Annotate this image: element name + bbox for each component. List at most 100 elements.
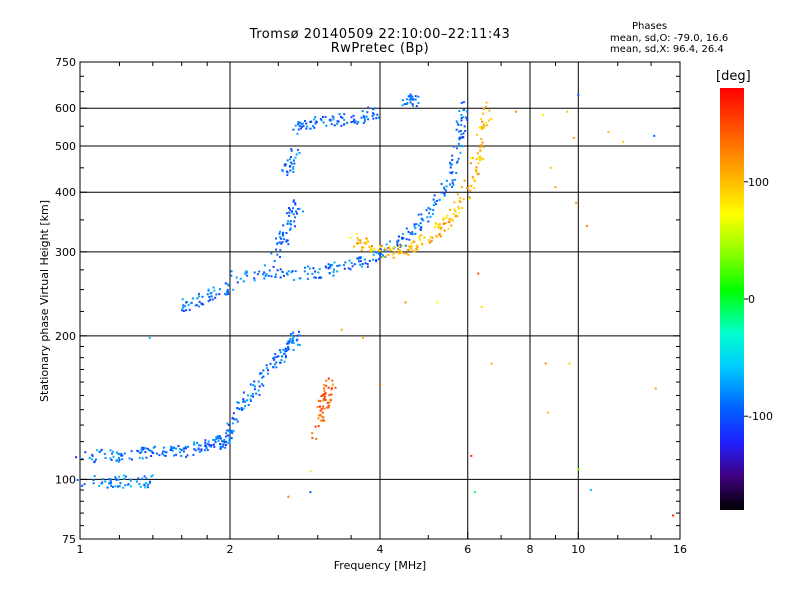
data-point xyxy=(476,133,478,136)
y-tick-label: 75 xyxy=(62,533,76,546)
data-point xyxy=(433,194,436,197)
data-point xyxy=(449,208,451,211)
data-point xyxy=(442,223,445,225)
data-point xyxy=(453,201,456,204)
data-point xyxy=(93,461,96,464)
data-point xyxy=(232,430,235,432)
data-point xyxy=(162,446,165,449)
x-tick-label: 1 xyxy=(77,543,84,556)
data-point xyxy=(276,253,279,256)
data-point xyxy=(185,301,187,304)
data-point xyxy=(311,432,314,435)
data-point xyxy=(484,122,487,124)
data-point xyxy=(225,435,227,438)
data-point xyxy=(197,448,200,451)
data-point xyxy=(411,103,414,106)
data-point xyxy=(371,245,373,247)
data-point xyxy=(442,218,445,221)
y-tick-label: 100 xyxy=(55,473,76,486)
data-point xyxy=(138,456,141,459)
data-point xyxy=(252,395,255,398)
data-points xyxy=(75,93,675,517)
data-point xyxy=(148,482,151,485)
data-point xyxy=(357,257,360,260)
data-point xyxy=(419,229,422,231)
data-point xyxy=(347,267,350,270)
data-point xyxy=(329,266,332,269)
data-point xyxy=(379,254,381,257)
data-point xyxy=(279,230,281,233)
data-point xyxy=(275,237,277,240)
data-point xyxy=(331,383,334,386)
data-point xyxy=(140,448,143,451)
data-point xyxy=(88,456,91,459)
data-point xyxy=(200,449,203,452)
data-point xyxy=(352,114,355,117)
y-tick-label: 500 xyxy=(55,140,76,153)
data-point xyxy=(413,225,416,228)
data-point xyxy=(281,241,284,244)
data-point xyxy=(155,452,158,455)
data-point xyxy=(296,334,299,337)
data-point xyxy=(455,128,458,131)
data-point xyxy=(322,121,325,124)
data-point xyxy=(292,200,295,203)
data-point xyxy=(349,236,352,239)
data-point xyxy=(236,281,239,284)
data-point xyxy=(298,334,301,337)
data-point xyxy=(272,366,275,369)
data-point xyxy=(362,122,365,124)
data-point xyxy=(290,223,292,226)
data-point xyxy=(351,265,354,268)
data-point xyxy=(542,114,545,117)
data-point xyxy=(170,445,173,448)
data-point xyxy=(325,124,328,127)
data-point xyxy=(449,166,452,169)
data-point xyxy=(104,457,107,459)
data-point xyxy=(284,164,287,167)
x-tick-label: 10 xyxy=(571,543,585,556)
data-point xyxy=(458,207,460,210)
data-point xyxy=(473,179,476,182)
data-point xyxy=(324,392,327,395)
data-point xyxy=(275,273,277,276)
data-point xyxy=(402,232,404,235)
data-point xyxy=(419,238,422,241)
data-point xyxy=(158,454,161,457)
data-point xyxy=(210,444,213,447)
data-point xyxy=(141,477,144,480)
data-point xyxy=(150,455,153,457)
data-point xyxy=(244,273,247,275)
data-point xyxy=(108,478,111,481)
data-point xyxy=(304,120,306,122)
data-point xyxy=(362,336,365,339)
data-point xyxy=(434,222,437,224)
data-point xyxy=(306,272,309,275)
data-point xyxy=(194,304,197,307)
data-point xyxy=(210,295,213,298)
data-point xyxy=(210,291,213,294)
data-point xyxy=(364,118,366,120)
data-point xyxy=(289,220,292,223)
data-point xyxy=(276,269,279,272)
data-point xyxy=(292,342,295,344)
data-point xyxy=(413,240,416,243)
data-point xyxy=(267,369,270,372)
data-point xyxy=(296,343,299,346)
data-point xyxy=(408,248,411,251)
data-point xyxy=(224,282,227,285)
data-point xyxy=(270,275,273,278)
data-point xyxy=(262,375,265,378)
data-point xyxy=(106,486,109,489)
data-point xyxy=(142,448,145,451)
data-point xyxy=(470,157,473,160)
data-point xyxy=(291,270,294,273)
data-point xyxy=(417,95,420,98)
data-point xyxy=(331,115,334,118)
data-point xyxy=(221,440,224,443)
data-point xyxy=(393,251,396,254)
data-point xyxy=(319,413,322,416)
data-point xyxy=(468,196,471,199)
data-point xyxy=(288,338,291,341)
data-point xyxy=(218,435,221,437)
